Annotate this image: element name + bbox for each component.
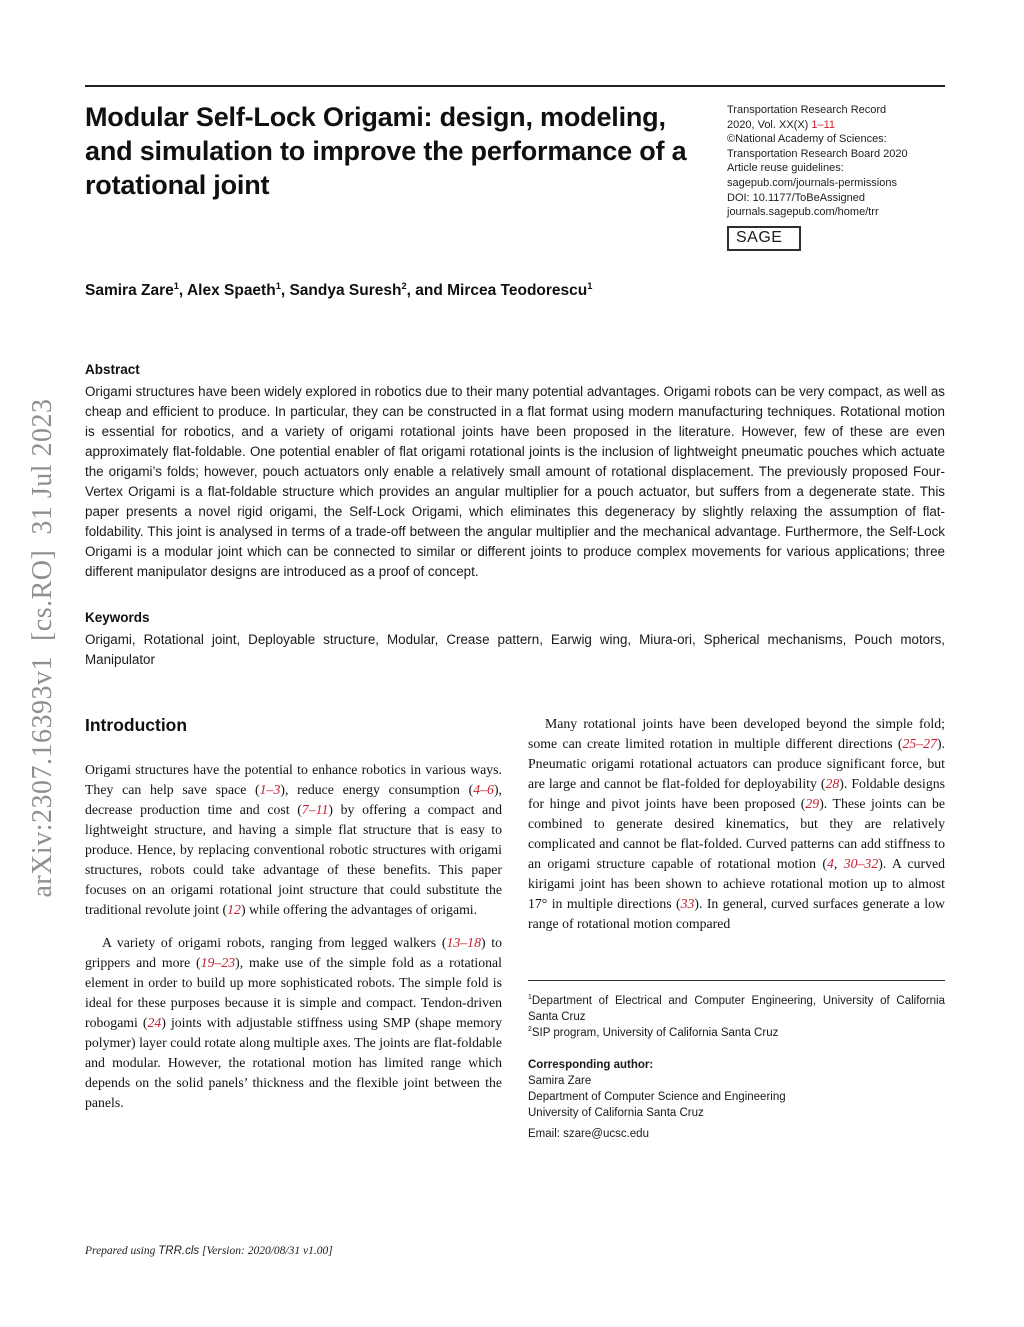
text-segment: ) joints with adjustable stiffness using…	[85, 1014, 503, 1110]
paper-title: Modular Self-Lock Origami: design, model…	[85, 102, 687, 200]
keywords-body: Origami, Rotational joint, Deployable st…	[85, 631, 945, 667]
text-segment: ). Foldable designs for hinge and pivot …	[528, 775, 945, 811]
affiliations: 1Department of Electrical and Computer E…	[528, 993, 945, 1041]
citation-link[interactable]: 19–23	[200, 954, 236, 970]
journal-info: Transportation Research Record 2020, Vol…	[727, 100, 945, 251]
journal-info-line: DOI: 10.1177/ToBeAssigned	[727, 191, 945, 206]
text-segment: ), decrease production time and cost (	[85, 781, 502, 817]
citation-link[interactable]: 25–27	[902, 735, 937, 751]
citation-link[interactable]: 1–3	[259, 781, 281, 797]
superscript-marker: 1	[587, 280, 593, 291]
citation-link[interactable]: 30–32	[843, 855, 879, 871]
text-segment: [Version: 2020/08/31 v1.00]	[199, 1245, 333, 1257]
superscript-marker: 1	[528, 993, 532, 1001]
text-segment: Transportation Research Board 2020	[727, 147, 908, 160]
right-column: Many rotational joints have been develop…	[528, 714, 945, 1142]
keywords-heading: Keywords	[85, 609, 150, 625]
text-segment: ,	[833, 855, 844, 871]
text-segment: Many rotational joints have been develop…	[528, 715, 945, 751]
text-segment: ) while offering the advantages of origa…	[240, 901, 478, 917]
journal-info-line: sagepub.com/journals-permissions	[727, 176, 945, 191]
abstract-body: Origami structures have been widely expl…	[85, 383, 945, 579]
header-row: Modular Self-Lock Origami: design, model…	[85, 100, 945, 251]
abstract-section: Abstract Origami structures have been wi…	[85, 361, 945, 582]
text-segment: Transportation Research Record	[727, 104, 887, 116]
affiliation-2: 2SIP program, University of California S…	[528, 1025, 945, 1041]
affiliation-1: 1Department of Electrical and Computer E…	[528, 993, 945, 1025]
text-segment: A variety of origami robots, ranging fro…	[102, 934, 447, 950]
citation-link[interactable]: 7–11	[301, 801, 329, 817]
text-segment: , Sandya Suresh	[280, 281, 402, 299]
text-segment: ), reduce energy consumption (	[280, 781, 474, 797]
two-column-body: Introduction Origami structures have the…	[85, 714, 945, 1142]
footnote-divider	[528, 979, 945, 981]
keywords-section: Keywords Origami, Rotational joint, Depl…	[85, 609, 945, 670]
superscript-marker: 1	[275, 280, 281, 291]
text-segment: TRR.cls	[158, 1245, 200, 1257]
text-segment: SIP program, University of California Sa…	[531, 1026, 779, 1039]
authors-line: Samira Zare1, Alex Spaeth1, Sandya Sures…	[85, 281, 945, 301]
corresponding-author-dept: Department of Computer Science and Engin…	[528, 1090, 786, 1103]
citation-link[interactable]: 1–11	[811, 118, 836, 131]
citation-link[interactable]: 4	[827, 855, 834, 871]
corresponding-author-block: Corresponding author: Samira Zare Depart…	[528, 1057, 945, 1142]
text-segment: ) to grippers and more (	[85, 934, 503, 970]
left-column: Introduction Origami structures have the…	[85, 714, 502, 1142]
superscript-marker: 2	[528, 1025, 532, 1033]
text-segment: Origami structures have the potential to…	[85, 761, 502, 797]
introduction-heading: Introduction	[85, 714, 188, 735]
citation-link[interactable]: 33	[680, 895, 695, 911]
citation-link[interactable]: 24	[147, 1014, 162, 1030]
journal-info-line: ©National Academy of Sciences:	[727, 132, 945, 147]
sage-logo: SAGE	[727, 225, 802, 251]
text-segment: journals.sagepub.com/home/trr	[727, 206, 879, 219]
text-segment: Department of Electrical and Computer En…	[528, 994, 945, 1023]
introduction-paragraph-2: A variety of origami robots, ranging fro…	[85, 933, 502, 1113]
arxiv-watermark: arXiv:2307.16393v1 [cs.RO] 31 Jul 2023	[27, 398, 58, 898]
citation-link[interactable]: 12	[227, 901, 241, 917]
text-segment: ). These joints can be combined to gener…	[528, 795, 945, 871]
journal-info-line: Article reuse guidelines:	[727, 161, 945, 176]
text-segment: ), make use of the simple fold as a rota…	[85, 954, 502, 1030]
citation-link[interactable]: 29	[805, 795, 820, 811]
citation-link[interactable]: 4–6	[473, 781, 494, 797]
text-segment: ©National Academy of Sciences:	[727, 133, 887, 146]
introduction-paragraph-3: Many rotational joints have been develop…	[528, 714, 945, 934]
citation-link[interactable]: 13–18	[446, 934, 481, 950]
page-content: Modular Self-Lock Origami: design, model…	[85, 0, 945, 1142]
superscript-marker: 2	[401, 280, 407, 291]
text-segment: sagepub.com/journals-permissions	[727, 176, 897, 189]
journal-info-line: journals.sagepub.com/home/trr	[727, 205, 945, 220]
text-segment: ). A curved kirigami joint has been show…	[528, 855, 946, 911]
text-segment: , Alex Spaeth	[178, 281, 276, 299]
abstract-heading: Abstract	[85, 361, 140, 377]
superscript-marker: 1	[173, 280, 179, 291]
introduction-paragraph-1: Origami structures have the potential to…	[85, 760, 502, 920]
corresponding-author-label: Corresponding author:	[528, 1058, 654, 1071]
text-segment: DOI: 10.1177/ToBeAssigned	[727, 191, 865, 204]
text-segment: ). Pneumatic origami rotational actuator…	[528, 735, 945, 791]
corresponding-author-name: Samira Zare	[528, 1074, 592, 1087]
text-segment: ) by offering a compact and lightweight …	[85, 801, 502, 917]
journal-info-line: Transportation Research Board 2020	[727, 147, 945, 162]
prepared-footer: Prepared using TRR.cls [Version: 2020/08…	[85, 1244, 333, 1258]
text-segment: , and Mircea Teodorescu	[406, 281, 588, 299]
header-rule	[85, 85, 945, 87]
text-segment: Samira Zare	[85, 281, 174, 299]
journal-info-line: 2020, Vol. XX(X) 1–11	[727, 118, 945, 133]
text-segment: Article reuse guidelines:	[727, 162, 844, 175]
text-segment: ). In general, curved surfaces generate …	[528, 895, 945, 931]
corresponding-author-univ: University of California Santa Cruz	[528, 1106, 704, 1119]
journal-info-line: Transportation Research Record	[727, 103, 945, 118]
text-segment: Prepared using	[85, 1245, 159, 1257]
citation-link[interactable]: 28	[825, 775, 840, 791]
text-segment: 2020, Vol. XX(X)	[727, 118, 812, 131]
corresponding-author-email: Email: szare@ucsc.edu	[528, 1127, 649, 1140]
